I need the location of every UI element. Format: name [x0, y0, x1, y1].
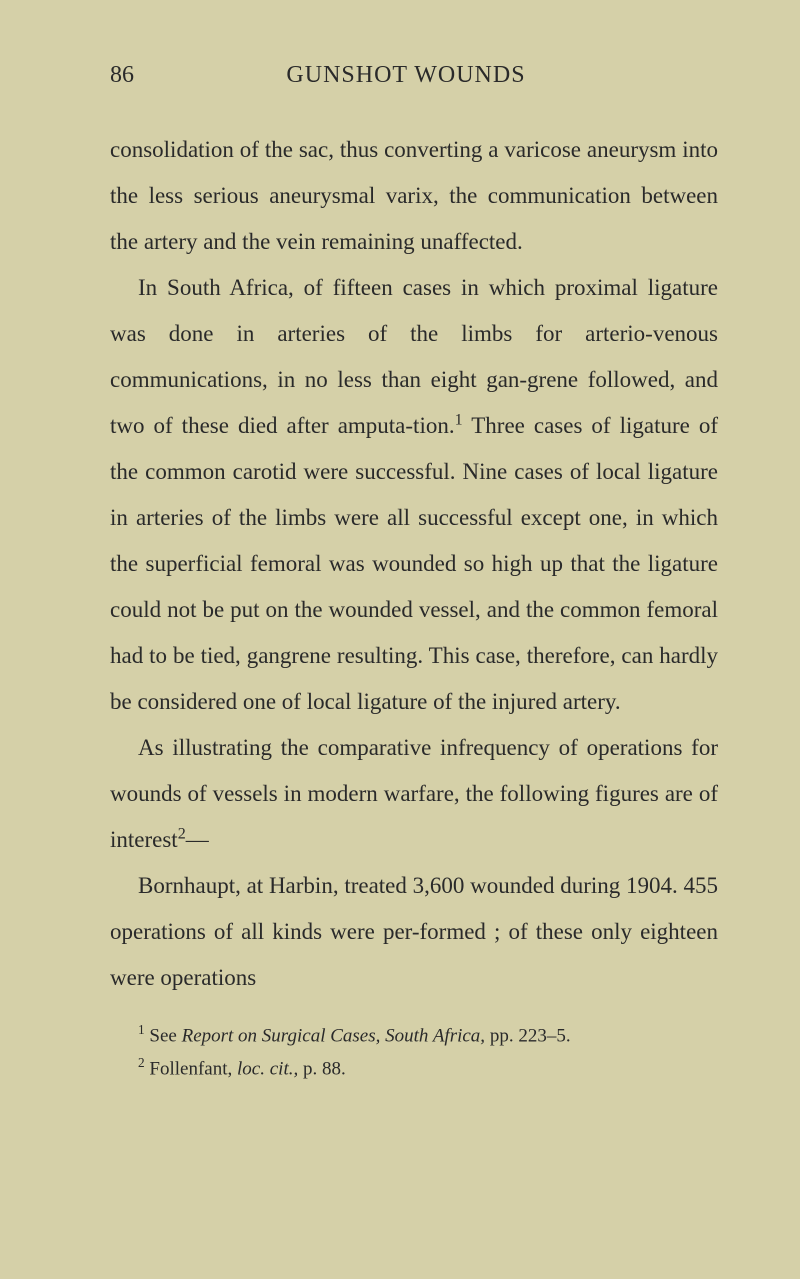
p2-text-2: Three cases of ligature of the common ca… [110, 413, 718, 714]
paragraph-2: In South Africa, of fifteen cases in whi… [110, 265, 718, 725]
footnote-1-italic: Report on Surgical Cases, South Africa, [182, 1025, 485, 1046]
page-header: 86 GUNSHOT WOUNDS [110, 62, 718, 89]
paragraph-1: consolidation of the sac, thus convertin… [110, 127, 718, 265]
footnote-2-italic: loc. cit., [237, 1058, 298, 1079]
footnote-2-text-2: p. 88. [298, 1058, 346, 1079]
footnote-ref-1: 1 [455, 411, 463, 428]
footnote-2-text-1: Follenfant, [145, 1058, 237, 1079]
paragraph-3: As illustrating the comparative infreque… [110, 725, 718, 863]
footnote-ref-2: 2 [178, 825, 186, 842]
footnote-1-marker: 1 [138, 1022, 145, 1037]
running-title: GUNSHOT WOUNDS [134, 62, 678, 89]
footnote-1-text-2: pp. 223–5. [485, 1025, 571, 1046]
p3-text-2: — [186, 827, 209, 852]
footnote-1-text-1: See [145, 1025, 182, 1046]
page-number: 86 [110, 62, 134, 89]
body-text: consolidation of the sac, thus convertin… [110, 127, 718, 1001]
footnote-2-marker: 2 [138, 1055, 145, 1070]
footnote-2: 2 Follenfant, loc. cit., p. 88. [110, 1052, 718, 1085]
footnotes: 1 See Report on Surgical Cases, South Af… [110, 1019, 718, 1084]
paragraph-4: Bornhaupt, at Harbin, treated 3,600 woun… [110, 863, 718, 1001]
footnote-1: 1 See Report on Surgical Cases, South Af… [110, 1019, 718, 1052]
